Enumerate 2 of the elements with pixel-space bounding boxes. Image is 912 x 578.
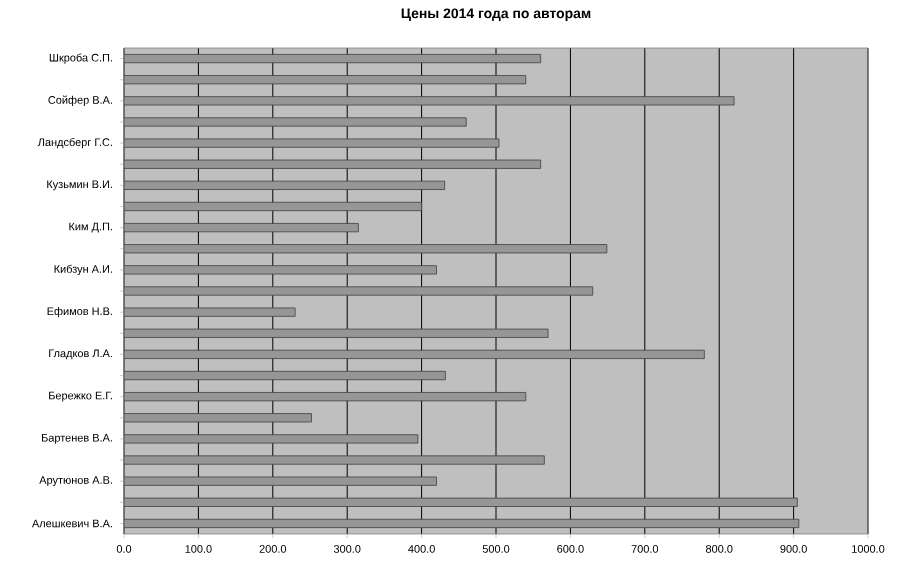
bar: [124, 117, 467, 127]
bar: [124, 286, 594, 296]
